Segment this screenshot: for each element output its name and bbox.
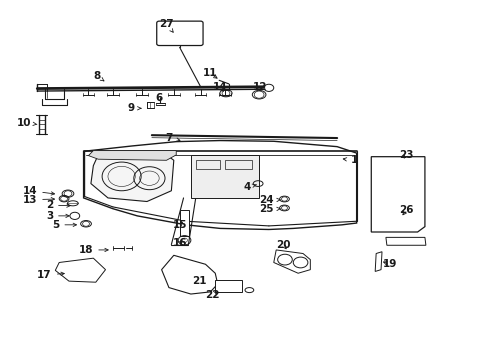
Bar [224,160,251,169]
Text: 20: 20 [276,240,290,250]
Text: 14: 14 [22,186,55,196]
FancyBboxPatch shape [157,21,203,45]
Polygon shape [55,258,105,282]
Text: 13: 13 [22,195,55,205]
Bar [195,160,220,169]
Text: 21: 21 [192,276,206,286]
Bar [190,155,259,198]
Polygon shape [374,252,381,271]
Text: 26: 26 [398,206,413,216]
Text: 25: 25 [259,204,280,215]
Text: 11: 11 [203,68,217,78]
Text: 12: 12 [252,82,267,92]
Bar [215,280,242,292]
Polygon shape [385,237,425,245]
Text: 9: 9 [127,103,141,113]
Text: 24: 24 [259,195,280,206]
Polygon shape [91,155,173,202]
Polygon shape [83,140,356,229]
Text: 14: 14 [212,82,227,93]
Polygon shape [88,150,176,160]
Text: 16: 16 [173,238,187,248]
Text: 23: 23 [398,150,413,160]
Polygon shape [273,250,310,273]
Polygon shape [370,157,424,232]
Text: 10: 10 [17,118,37,128]
Text: 4: 4 [243,182,256,192]
Text: 6: 6 [155,93,163,103]
Polygon shape [161,255,217,294]
Text: 19: 19 [382,259,396,269]
Text: 22: 22 [205,290,220,300]
Text: 8: 8 [93,71,104,81]
Text: 7: 7 [165,133,180,143]
Text: 18: 18 [79,245,108,255]
Text: 1: 1 [343,155,357,165]
Bar [180,210,188,235]
Text: 27: 27 [159,19,173,32]
Text: 2: 2 [46,200,70,210]
Text: 5: 5 [52,220,76,230]
Text: 17: 17 [37,270,64,280]
Text: 15: 15 [173,220,187,230]
Text: 3: 3 [46,211,69,221]
